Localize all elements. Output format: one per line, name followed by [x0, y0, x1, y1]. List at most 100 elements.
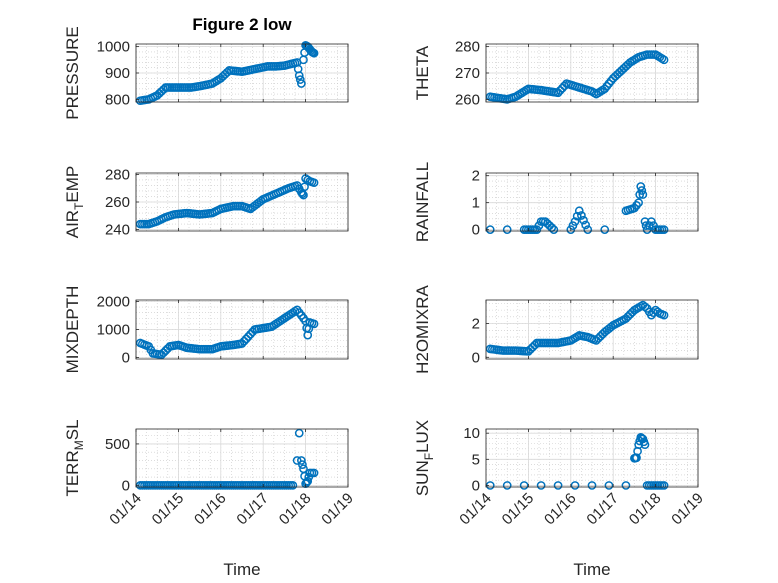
data-point: [290, 306, 300, 316]
data-point: [222, 480, 232, 490]
data-point: [653, 307, 663, 317]
data-point: [239, 336, 249, 346]
x-tick-label: 01/19: [318, 490, 357, 529]
data-point: [604, 324, 614, 334]
data-point: [568, 221, 578, 230]
y-axis-label: H2OMIXRA: [413, 284, 432, 373]
data-point: [636, 301, 646, 311]
data-point: [294, 428, 304, 438]
y-tick-label: 10: [463, 425, 480, 442]
data-point: [636, 182, 646, 191]
x-axis-label: Time: [573, 560, 610, 579]
y-axis-label: SUNFLUX: [413, 420, 436, 496]
data-point: [638, 190, 648, 199]
axes-box: [485, 428, 699, 488]
data-point: [545, 221, 554, 230]
data-point: [534, 85, 544, 95]
data-point: [657, 309, 667, 319]
data-point: [286, 480, 296, 490]
subplot-terr-msl: 0 500 TERRMSL 01/14 01/15 01/16 01/17 01/18 01/1…: [63, 419, 357, 579]
subplot-rainfall: 0 1 2 RAINFALL: [413, 162, 699, 242]
axes-box: [485, 172, 699, 232]
data-point: [649, 308, 658, 317]
y-axis-label: RAINFALL: [413, 162, 432, 242]
data-point: [299, 313, 308, 323]
data-point: [553, 481, 563, 490]
data-point: [574, 206, 584, 216]
y-tick-label: 2: [472, 168, 480, 185]
data-point: [235, 67, 245, 76]
data-point: [633, 446, 642, 456]
y-tick-label: 280: [105, 166, 130, 183]
data-point: [171, 480, 181, 490]
y-axis-label: PRESSURE: [63, 26, 82, 120]
data-point: [657, 54, 667, 63]
data-point: [640, 302, 650, 312]
data-point: [294, 308, 304, 317]
y-tick-label: 0: [122, 350, 130, 367]
data-point: [273, 480, 283, 490]
data-point: [241, 334, 251, 344]
subplot-pressure: 800 900 1000 PRESSURE Figure 2 low: [63, 15, 349, 120]
data-point: [154, 350, 164, 359]
subplot-air-temp: 240 260 280 AIRTEMP: [63, 166, 349, 239]
data-point: [210, 480, 219, 490]
data-point: [293, 64, 303, 74]
data-point: [589, 335, 599, 344]
data-point: [632, 201, 641, 210]
axes-box: [485, 299, 699, 360]
data-point: [583, 225, 593, 235]
data-point: [509, 346, 518, 355]
data-point: [260, 62, 270, 72]
data-point: [269, 62, 279, 71]
data-point: [581, 220, 590, 230]
y-axis-label: AIRTEMP: [63, 166, 86, 239]
x-tick-label: 01/17: [233, 490, 272, 529]
y-axis-label: TERRMSL: [63, 419, 86, 496]
data-point: [572, 211, 582, 221]
data-point: [246, 329, 255, 339]
data-point: [227, 202, 236, 211]
data-point: [572, 332, 582, 342]
data-point: [306, 46, 316, 55]
data-point: [302, 478, 312, 487]
subplot-h2omixra: 0 2 H2OMIXRA: [413, 284, 699, 374]
y-tick-label: 2000: [97, 293, 130, 310]
figure-title: Figure 2 low: [192, 15, 292, 34]
data-point: [235, 480, 245, 490]
y-tick-label: 280: [455, 39, 480, 56]
data-point: [184, 83, 194, 92]
data-point: [657, 225, 667, 235]
data-point: [536, 481, 546, 490]
data-point: [248, 480, 257, 490]
axes-box: [135, 428, 349, 488]
y-tick-label: 0: [472, 222, 480, 239]
y-tick-label: 1: [472, 195, 480, 212]
y-tick-label: 900: [105, 65, 130, 82]
data-point: [585, 86, 595, 96]
data-point: [256, 196, 266, 206]
data-point: [298, 460, 307, 469]
data-point: [496, 345, 506, 355]
data-point: [171, 83, 181, 92]
data-point: [300, 182, 309, 192]
data-point: [596, 331, 605, 341]
data-point: [220, 69, 230, 79]
data-point: [521, 346, 531, 356]
y-tick-label: 1000: [97, 39, 130, 56]
x-tick-label: 01/18: [276, 490, 315, 529]
data-point: [521, 85, 531, 95]
data-point: [625, 309, 635, 319]
y-tick-label: 260: [105, 194, 130, 211]
data-point: [297, 456, 306, 465]
data-point: [538, 217, 548, 226]
x-tick-label: 01/15: [499, 490, 538, 529]
plot-area: [136, 429, 348, 487]
data-point: [307, 177, 317, 187]
x-tick-label: 01/15: [149, 490, 188, 529]
subplot-theta: 260 270 280 THETA: [413, 39, 699, 108]
data-point: [644, 307, 654, 317]
x-tick-label: 01/14: [456, 490, 495, 529]
data-point: [649, 50, 658, 59]
data-point: [579, 215, 588, 225]
